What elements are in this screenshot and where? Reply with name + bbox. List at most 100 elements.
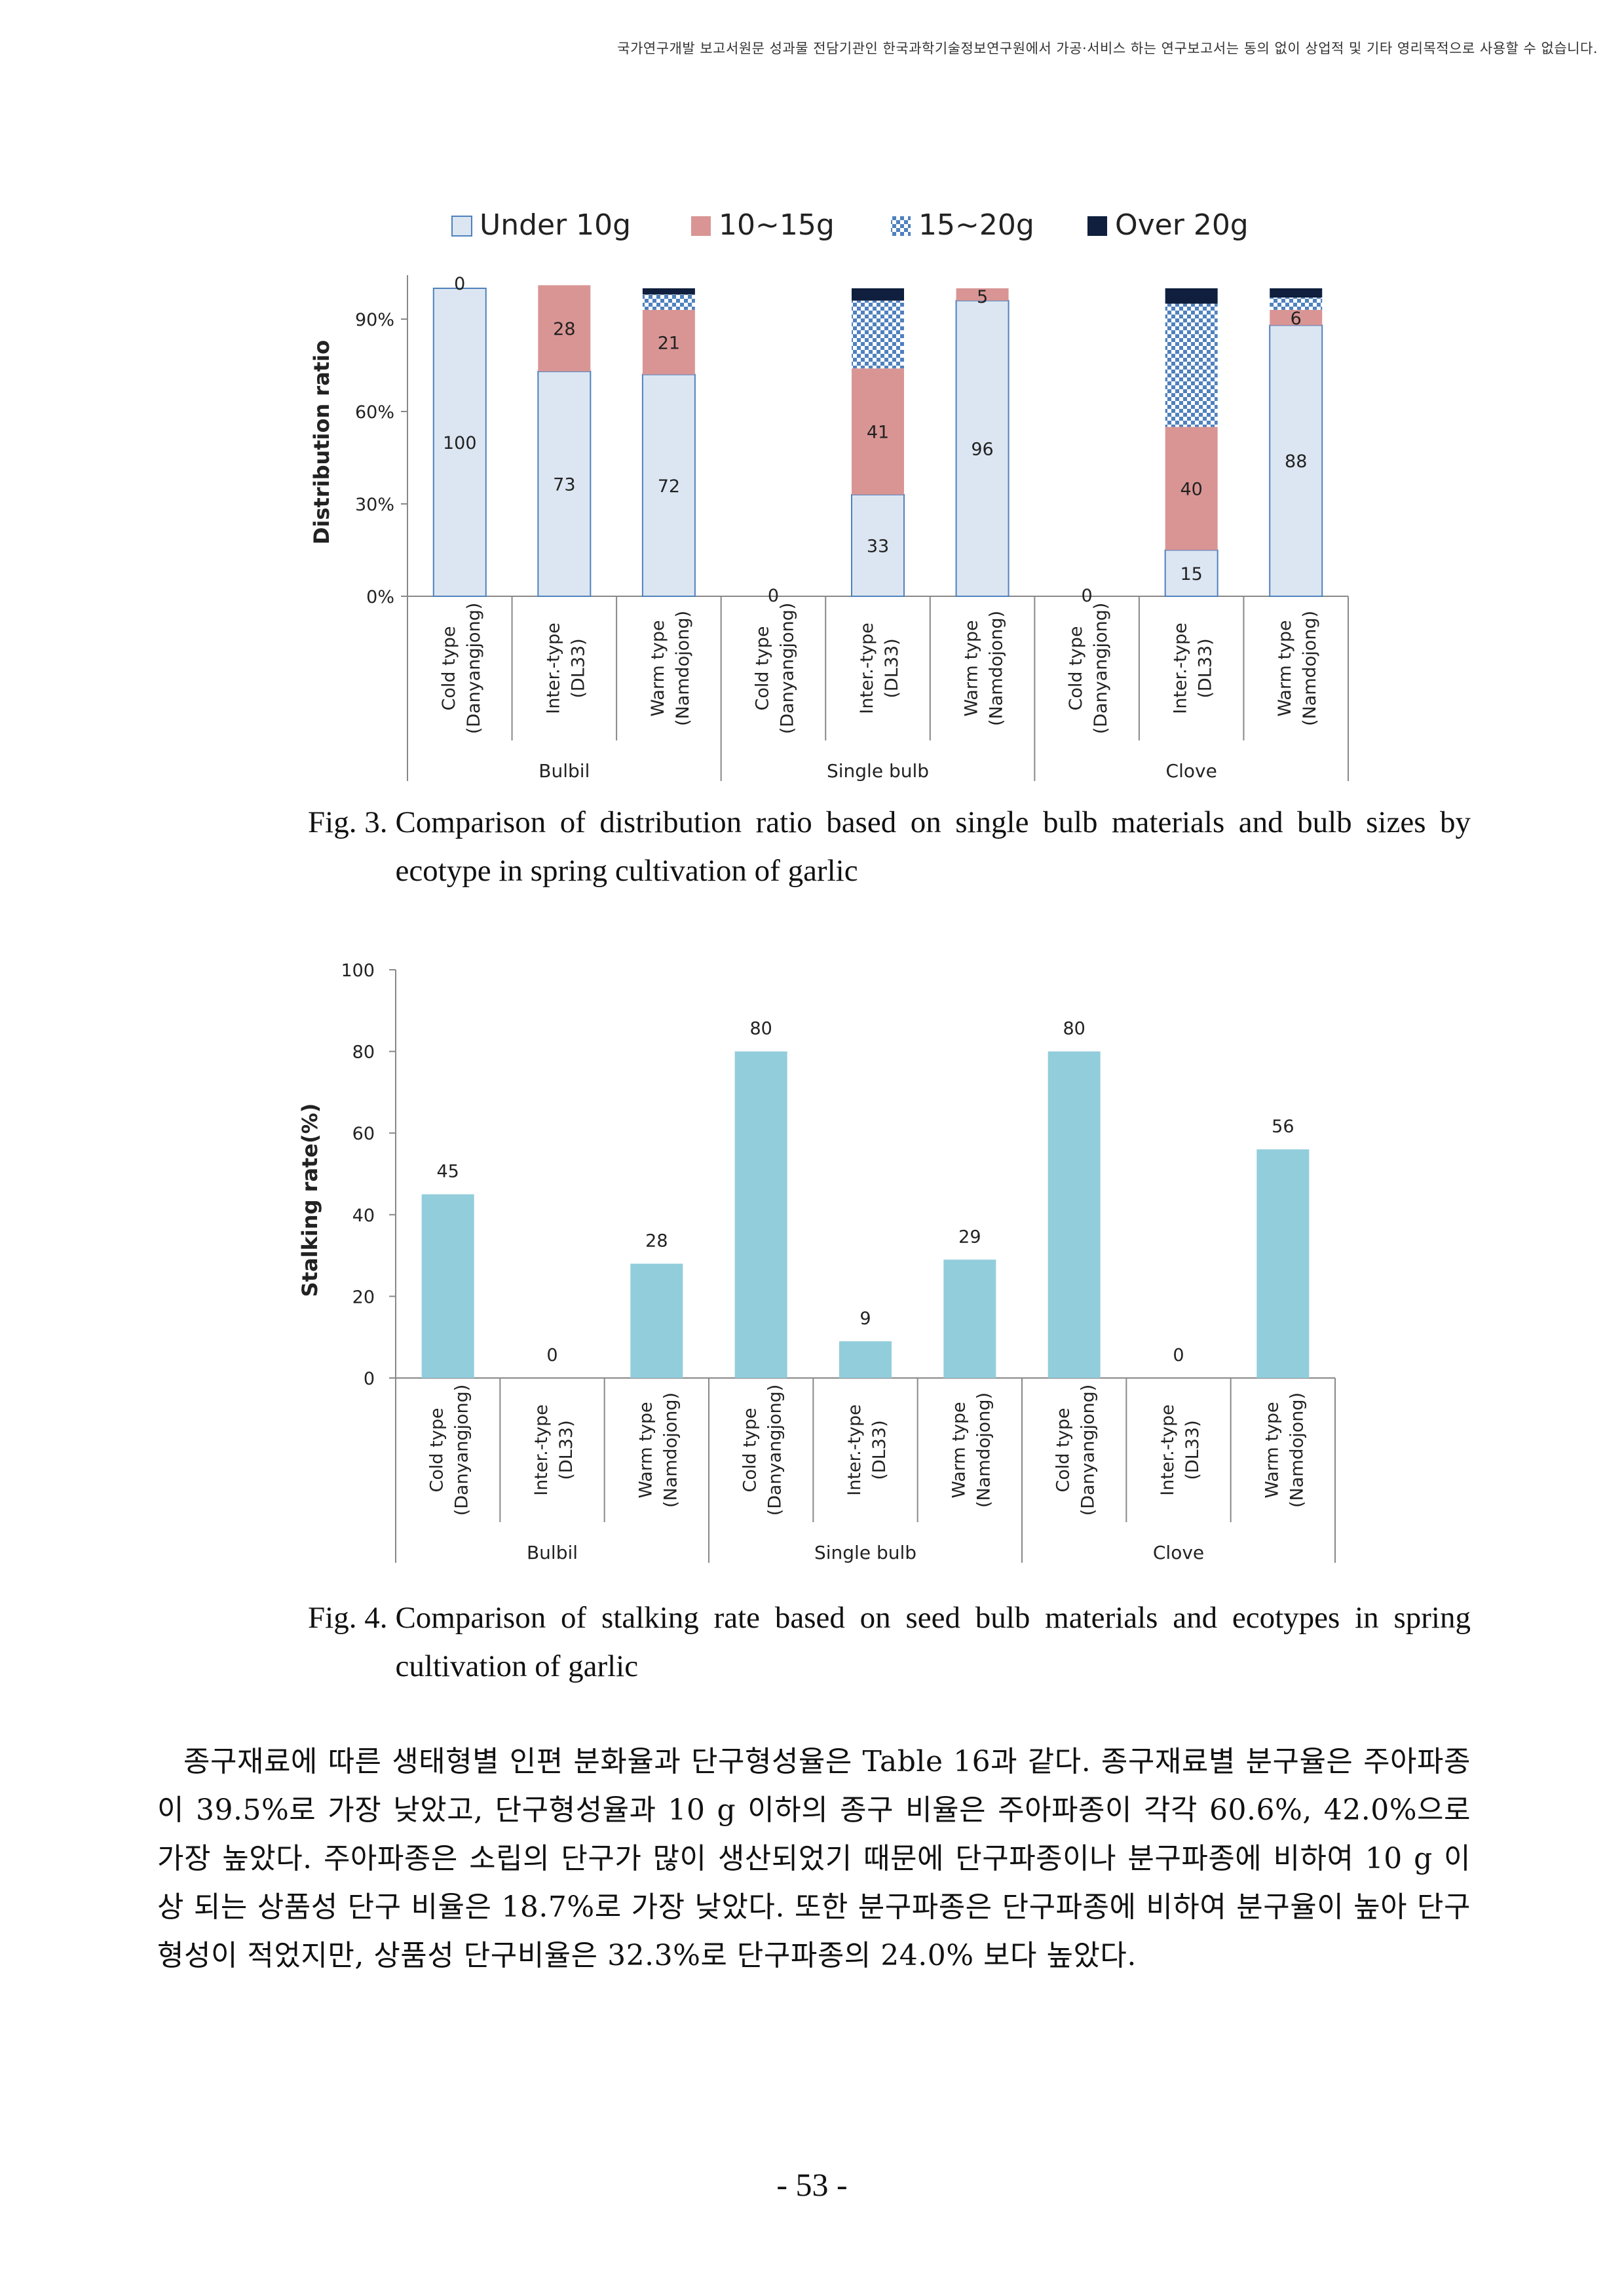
figure-4-text: Comparison of stalking rate based on see…: [395, 1601, 1471, 1683]
chart-axes: 0 20 40 60 80 100 Stalking rate(%): [297, 961, 1335, 1389]
x-tick-label: Inter.-type (DL33): [1158, 1404, 1203, 1496]
data-label: 28: [553, 319, 575, 339]
data-label: 33: [867, 536, 889, 556]
data-label: 0: [768, 586, 779, 606]
y-tick-label: 20: [352, 1287, 375, 1307]
bar-segment: [1270, 288, 1323, 298]
legend-swatch: [451, 216, 472, 237]
data-label: 21: [658, 333, 680, 353]
x-group-label: Clove: [1166, 760, 1217, 782]
bar: [943, 1259, 996, 1378]
chart-bars: [432, 285, 1323, 598]
y-tick-label: 0: [364, 1369, 375, 1389]
bar: [734, 1051, 787, 1378]
data-label: 41: [867, 423, 889, 443]
y-tick-label: 60: [352, 1124, 375, 1144]
y-tick-label: 0%: [366, 587, 394, 607]
x-tick-label: Warm type (Namdojong): [962, 611, 1007, 726]
legend-label: 15~20g: [918, 208, 1034, 242]
chart-data-labels: 100 0 73 28 72 21 0 33 41 96 5 0 15 40 88 6: [443, 274, 1307, 606]
x-tick-label: Inter.-type (DL33): [857, 622, 902, 714]
data-label: 100: [443, 433, 477, 453]
x-group-label: Clove: [1153, 1542, 1204, 1563]
legend-label: Under 10g: [480, 208, 631, 242]
x-tick-label: Warm type (Namdojong): [1262, 1392, 1307, 1508]
bar-segment: [1270, 297, 1323, 310]
y-tick-label: 100: [341, 961, 375, 981]
data-label: 96: [971, 439, 993, 459]
data-label: 56: [1272, 1117, 1294, 1137]
x-tick-label: Cold type (Danyangjong): [427, 1385, 472, 1516]
data-label: 0: [1082, 586, 1093, 606]
data-label: 28: [645, 1231, 668, 1252]
x-tick-label: Cold type (Danyangjong): [740, 1385, 785, 1516]
bar: [421, 1194, 474, 1378]
x-axis-labels: Cold type (Danyangjong) Inter.-type (DL33) W…: [407, 596, 1349, 782]
figure-4-caption: Fig. 4. Comparison of stalking rate base…: [308, 1594, 1471, 1691]
chart-bars: [421, 1051, 1310, 1378]
bar: [1256, 1149, 1310, 1378]
data-label: 40: [1180, 480, 1202, 500]
x-tick-label: Inter.-type (DL33): [844, 1404, 890, 1496]
figure-4-label: Fig. 4.: [308, 1601, 388, 1635]
data-label: 9: [859, 1309, 871, 1329]
bar-segment: [642, 294, 695, 310]
y-tick-label: 80: [352, 1043, 375, 1063]
data-label: 72: [658, 476, 680, 497]
bar-segment: [852, 368, 904, 495]
bar-segment: [1270, 309, 1323, 326]
data-label: 6: [1291, 309, 1302, 329]
chart-data-labels: 45 0 28 80 9 29 80 0 56: [436, 1019, 1294, 1366]
data-label: 88: [1285, 451, 1307, 472]
x-group-label: Bulbil: [527, 1542, 578, 1563]
bar-segment: [1165, 288, 1218, 304]
bar-segment: [852, 288, 904, 301]
legend-swatch: [891, 216, 911, 236]
stalking-rate-chart: 0 20 40 60 80 100 Stalking rate(%) 45 0 28 80 9 29 8…: [297, 961, 1336, 1563]
chart-legend: Under 10g 10~15g 15~20g Over 20g: [451, 208, 1249, 242]
copyright-notice: 국가연구개발 보고서원문 성과물 전담기관인 한국과학기술정보연구원에서 가공·…: [617, 41, 1598, 56]
x-tick-label: Warm type (Namdojong): [949, 1392, 994, 1508]
x-tick-label: Inter.-type (DL33): [1171, 622, 1216, 714]
bar-segment: [955, 299, 1010, 598]
y-tick-label: 30%: [355, 495, 394, 515]
page-number: - 53 -: [776, 2166, 848, 2203]
bar-segment: [852, 300, 904, 369]
body-paragraph: 종구재료에 따른 생태형별 인편 분화율과 단구형성율은 Table 16과 같…: [157, 1745, 1471, 1972]
data-label: 0: [454, 274, 465, 294]
legend-swatch: [1087, 216, 1107, 236]
y-axis-title: Distribution ratio: [309, 340, 334, 545]
legend-label: 10~15g: [719, 208, 835, 242]
x-tick-label: Warm type (Namdojong): [1275, 611, 1320, 726]
x-group-label: Single bulb: [814, 1542, 916, 1563]
x-tick-label: Cold type (Danyangjong): [1053, 1385, 1099, 1516]
x-tick-label: Cold type (Danyangjong): [439, 603, 484, 735]
figure-3-caption: Fig. 3. Comparison of distribution ratio…: [308, 798, 1471, 895]
figure-3-label: Fig. 3.: [308, 805, 388, 839]
data-label: 73: [553, 474, 575, 495]
x-tick-label: Warm type (Namdojong): [635, 1392, 681, 1508]
x-tick-label: Cold type (Danyangjong): [752, 603, 797, 735]
x-tick-label: Warm type (Namdojong): [648, 611, 693, 726]
data-label: 0: [546, 1345, 557, 1366]
bar-segment: [1269, 324, 1323, 597]
data-label: 45: [436, 1162, 459, 1182]
x-axis-labels: Cold type (Danyangjong) Inter.-type (DL33) W…: [395, 1378, 1336, 1563]
data-label: 29: [958, 1227, 981, 1247]
data-label: 80: [749, 1019, 772, 1039]
bar-segment: [537, 370, 592, 597]
bar: [630, 1263, 683, 1378]
bar-segment: [538, 285, 591, 372]
legend-swatch: [691, 216, 711, 236]
x-tick-label: Inter.-type (DL33): [531, 1404, 576, 1496]
bar-segment: [956, 288, 1009, 301]
bar-segment: [432, 288, 487, 597]
x-group-label: Bulbil: [538, 760, 590, 782]
figure-3-text: Comparison of distribution ratio based o…: [395, 805, 1471, 888]
data-label: 80: [1063, 1019, 1085, 1039]
data-label: 5: [977, 287, 988, 307]
y-tick-label: 40: [352, 1206, 375, 1226]
y-tick-label: 60%: [355, 402, 394, 423]
data-label: 0: [1173, 1345, 1184, 1366]
bar: [1048, 1051, 1101, 1378]
